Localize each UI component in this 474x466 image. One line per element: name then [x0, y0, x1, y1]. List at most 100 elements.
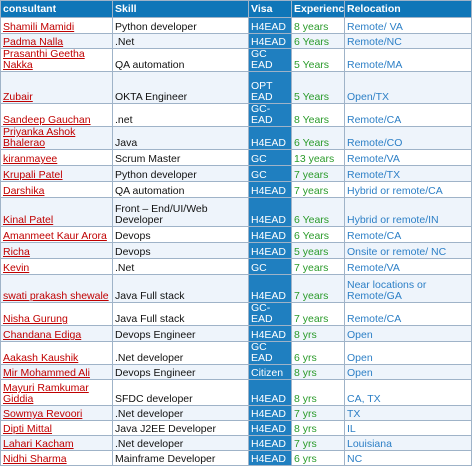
visa-cell: Citizen: [248, 364, 292, 380]
consultant-name-cell[interactable]: Chandana Ediga: [0, 325, 113, 342]
skill-cell: .Net developer: [112, 435, 249, 451]
table-row: Nidhi Sharma Mainframe Developer H4EAD 6 yr…: [0, 450, 472, 466]
skill-cell: Scrum Master: [112, 149, 249, 166]
visa-cell: H4EAD: [248, 242, 292, 259]
consultant-name-cell[interactable]: Richa: [0, 242, 113, 259]
skill-cell: Devops Engineer: [112, 325, 249, 342]
table-row: Sowmya Revoori .Net developer H4EAD 7 yrs TX: [0, 405, 472, 421]
skill-cell: Mainframe Developer: [112, 450, 249, 466]
relocation-cell: Open: [344, 325, 472, 342]
table-row: swati prakash shewale Java Full stack H4EA…: [0, 274, 472, 303]
consultant-name-cell[interactable]: Shamili Mamidi: [0, 17, 113, 34]
visa-cell: H4EAD: [248, 325, 292, 342]
consultant-name-cell[interactable]: Darshika: [0, 181, 113, 198]
skill-cell: QA automation: [112, 181, 249, 198]
experience-cell: 7 years: [291, 258, 345, 275]
visa-cell: H4EAD: [248, 420, 292, 436]
skill-cell: .Net developer: [112, 405, 249, 421]
visa-cell: H4EAD: [248, 181, 292, 198]
consultant-name-cell[interactable]: Mir Mohammed Ali: [0, 364, 113, 380]
visa-cell: H4EAD: [248, 274, 292, 303]
skill-cell: Java Full stack: [112, 302, 249, 326]
consultant-name-cell[interactable]: kiranmayee: [0, 149, 113, 166]
table-row: Padma Nalla .Net H4EAD 6 Years Remote/NC: [0, 33, 472, 49]
table-row: kiranmayee Scrum Master GC 13 years Remote/V…: [0, 149, 472, 166]
consultant-name-cell[interactable]: Dipti Mittal: [0, 420, 113, 436]
consultant-name-cell[interactable]: swati prakash shewale: [0, 274, 113, 303]
table-row: Chandana Ediga Devops Engineer H4EAD 8 yrs O…: [0, 325, 472, 342]
consultant-name-cell[interactable]: Aakash Kaushik: [0, 341, 113, 365]
table-row: Lahari Kacham .Net developer H4EAD 7 yrs Lou…: [0, 435, 472, 451]
consultant-name-cell[interactable]: Zubair: [0, 71, 113, 104]
skill-cell: Front – End/UI/Web Developer: [112, 197, 249, 227]
table-row: Nisha Gurung Java Full stack GC-EAD 7 years…: [0, 302, 472, 326]
consultant-name-cell[interactable]: Krupali Patel: [0, 165, 113, 182]
visa-cell: GC: [248, 258, 292, 275]
experience-cell: 7 yrs: [291, 405, 345, 421]
visa-cell: H4EAD: [248, 197, 292, 227]
relocation-cell: Remote/CA: [344, 103, 472, 127]
header-experience: Experience: [291, 0, 345, 18]
experience-cell: 7 years: [291, 165, 345, 182]
table-row: Dipti Mittal Java J2EE Developer H4EAD 8 yr…: [0, 420, 472, 436]
table-row: Zubair OKTA Engineer OPT EAD 5 Years Open/TX: [0, 71, 472, 104]
consultant-name-cell[interactable]: Sandeep Gauchan: [0, 103, 113, 127]
visa-cell: GC: [248, 165, 292, 182]
consultant-name-cell[interactable]: Nisha Gurung: [0, 302, 113, 326]
relocation-cell: Open/TX: [344, 71, 472, 104]
header-row: consultant Skill Visa Experience Relocat…: [0, 0, 472, 18]
visa-cell: H4EAD: [248, 450, 292, 466]
consultant-name-cell[interactable]: Kinal Patel: [0, 197, 113, 227]
table-row: Kevin .Net GC 7 years Remote/VA: [0, 258, 472, 275]
consultant-name-cell[interactable]: Priyanka Ashok Bhalerao: [0, 126, 113, 150]
experience-cell: 5 years: [291, 242, 345, 259]
relocation-cell: Remote/MA: [344, 48, 472, 72]
table-row: Amanmeet Kaur Arora Devops H4EAD 6 Years Rem…: [0, 226, 472, 243]
experience-cell: 7 years: [291, 274, 345, 303]
experience-cell: 7 years: [291, 181, 345, 198]
consultant-name-cell[interactable]: Lahari Kacham: [0, 435, 113, 451]
header-relocation: Relocation: [344, 0, 472, 18]
experience-cell: 13 years: [291, 149, 345, 166]
experience-cell: 8 years: [291, 17, 345, 34]
relocation-cell: IL: [344, 420, 472, 436]
consultant-name-cell[interactable]: Prasanthi Geetha Nakka: [0, 48, 113, 72]
table-row: Priyanka Ashok Bhalerao Java H4EAD 6 Years R…: [0, 126, 472, 150]
skill-cell: Python developer: [112, 17, 249, 34]
table-row: Richa Devops H4EAD 5 years Onsite or remote/…: [0, 242, 472, 259]
skill-cell: OKTA Engineer: [112, 71, 249, 104]
skill-cell: Java: [112, 126, 249, 150]
header-visa: Visa: [248, 0, 292, 18]
relocation-cell: Onsite or remote/ NC: [344, 242, 472, 259]
experience-cell: 5 Years: [291, 48, 345, 72]
experience-cell: 6 Years: [291, 226, 345, 243]
relocation-cell: Louisiana: [344, 435, 472, 451]
relocation-cell: Remote/CO: [344, 126, 472, 150]
table-row: Aakash Kaushik .Net developer GC EAD 6 yrs O…: [0, 341, 472, 365]
relocation-cell: Remote/NC: [344, 33, 472, 49]
visa-cell: GC: [248, 149, 292, 166]
consultant-name-cell[interactable]: Mayuri Ramkumar Giddia: [0, 379, 113, 406]
experience-cell: 6 Years: [291, 126, 345, 150]
consultant-name-cell[interactable]: Amanmeet Kaur Arora: [0, 226, 113, 243]
skill-cell: Devops: [112, 242, 249, 259]
visa-cell: H4EAD: [248, 33, 292, 49]
consultant-name-cell[interactable]: Kevin: [0, 258, 113, 275]
relocation-cell: Remote/CA: [344, 302, 472, 326]
skill-cell: Devops: [112, 226, 249, 243]
table-row: Shamili Mamidi Python developer H4EAD 8 yea…: [0, 17, 472, 34]
table-row: Sandeep Gauchan .net GC-EAD 8 Years Remote/C…: [0, 103, 472, 127]
visa-cell: H4EAD: [248, 379, 292, 406]
consultant-name-cell[interactable]: Sowmya Revoori: [0, 405, 113, 421]
experience-cell: 5 Years: [291, 71, 345, 104]
visa-cell: H4EAD: [248, 126, 292, 150]
consultant-name-cell[interactable]: Nidhi Sharma: [0, 450, 113, 466]
relocation-cell: NC: [344, 450, 472, 466]
relocation-cell: Remote/CA: [344, 226, 472, 243]
consultant-name-cell[interactable]: Padma Nalla: [0, 33, 113, 49]
experience-cell: 7 yrs: [291, 435, 345, 451]
relocation-cell: Hybrid or remote/IN: [344, 197, 472, 227]
relocation-cell: TX: [344, 405, 472, 421]
relocation-cell: Near locations or Remote/GA: [344, 274, 472, 303]
